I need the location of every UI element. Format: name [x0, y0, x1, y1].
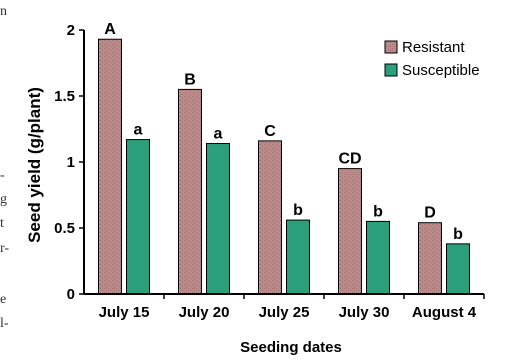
- bar-susceptible: [126, 139, 150, 295]
- bar-significance-label: C: [264, 123, 276, 140]
- bar-significance-label: b: [373, 203, 383, 220]
- bar-susceptible: [366, 220, 390, 295]
- bar-significance-label: CD: [338, 151, 361, 168]
- y-tick-label: 1.5: [54, 88, 75, 105]
- y-tick-label: 1: [67, 154, 75, 171]
- y-axis-title: Seed yield (g/plant): [25, 87, 44, 243]
- legend-label-susceptible: Susceptible: [402, 62, 480, 79]
- margin-fragment: n: [0, 4, 7, 19]
- y-ticks-group: 0 0.5 1 1.5 2: [54, 22, 84, 303]
- x-tick-label: July 25: [259, 304, 310, 321]
- y-tick-label: 2: [67, 22, 75, 39]
- bar-significance-label: b: [293, 202, 303, 219]
- bar-significance-label: B: [184, 71, 196, 88]
- margin-fragment: t: [0, 216, 4, 231]
- margin-fragment: g: [0, 192, 7, 207]
- x-tick-label: July 30: [339, 304, 390, 321]
- x-tick-label: July 15: [99, 304, 150, 321]
- y-tick-label: 0.5: [54, 220, 75, 237]
- bar-resistant: [178, 88, 202, 295]
- bar-resistant: [338, 168, 362, 295]
- x-axis-title: Seeding dates: [240, 339, 342, 356]
- bar-susceptible: [206, 143, 230, 295]
- bar-significance-label: a: [214, 126, 223, 143]
- bar-resistant: [258, 140, 282, 295]
- legend-swatch-resistant: [384, 40, 398, 54]
- margin-fragment: l-: [0, 316, 9, 331]
- bar-susceptible: [446, 243, 470, 295]
- y-tick-label: 0: [67, 286, 75, 303]
- x-ticks-group: July 15 July 20 July 25 July 30 August 4: [99, 294, 485, 321]
- margin-fragment: -: [0, 168, 5, 183]
- legend: Resistant Susceptible: [384, 39, 480, 79]
- margin-fragment: r-: [0, 241, 10, 256]
- legend-swatch-susceptible: [384, 63, 398, 77]
- bar-resistant: [98, 38, 122, 295]
- x-tick-label: August 4: [412, 304, 477, 321]
- bar-significance-label: A: [104, 21, 116, 38]
- legend-label-resistant: Resistant: [402, 39, 465, 56]
- bar-resistant: [418, 222, 442, 295]
- bar-significance-label: D: [424, 205, 436, 222]
- margin-fragment: e: [0, 292, 7, 307]
- x-tick-label: July 20: [179, 304, 230, 321]
- bar-significance-label: b: [453, 226, 463, 243]
- bar-significance-label: a: [134, 122, 143, 139]
- bar-susceptible: [286, 219, 310, 295]
